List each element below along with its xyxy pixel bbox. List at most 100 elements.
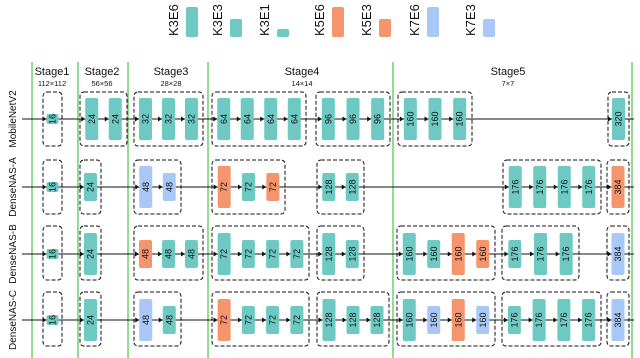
block-rect [162,306,176,334]
block-group: 16 [42,291,63,347]
arrow-head [399,116,404,122]
arrow-head [135,317,140,323]
mbconv-block-k3e6: 160 [449,98,467,140]
legend-item-k3e1: K3E1 [257,4,289,37]
block-channels: 72 [268,182,278,192]
block-rect [266,173,280,201]
block-rect [241,306,255,334]
block-rect [508,166,522,208]
block-rect [611,299,625,341]
legend-swatch [427,7,439,37]
legend-label: K7E6 [407,4,422,36]
legend-item-k3e3: K3E3 [210,4,242,37]
block-channels: 384 [613,312,623,327]
block-rect [322,299,336,341]
block-rect [582,299,596,341]
block-channels: 48 [141,315,151,325]
row-label: MobileNetV2 [8,90,19,148]
stage-headers: Stage1112×112Stage256×56Stage328×28Stage… [35,66,526,88]
group-dashed-box [79,225,102,281]
legend-item-k7e6: K7E6 [407,4,439,37]
arrow-head [158,251,162,257]
mbconv-block-k3e6: 160 [398,299,416,341]
block-channels: 176 [584,312,594,327]
group-dashed-box [606,225,630,281]
arrow-head [42,184,47,190]
arrow-head [80,184,84,190]
row-label: DenseNAS-A [8,157,19,217]
group-dashed-box [133,225,204,281]
arrow-head [260,116,265,122]
mbconv-block-k3e3: 128 [318,173,336,201]
block-channels: 320 [614,111,624,126]
stage-resolution: 56×56 [91,79,112,88]
arrow-head [553,184,558,190]
block-rect [427,240,441,268]
arrow-head [286,251,291,257]
block-channels: 128 [372,312,382,327]
arrow-head [318,184,323,190]
mbconv-block-k3e6: 176 [553,299,571,341]
mbconv-block-k7e6: 384 [607,233,625,275]
block-channels: 160 [455,111,465,126]
block-channels: 96 [348,114,358,124]
legend-label: K5E3 [359,4,374,36]
group-dashed-box [211,159,286,215]
block-channels: 48 [141,249,151,259]
mbconv-block-k3e6: 32 [135,98,152,140]
arrow-head [504,251,509,257]
block-channels: 176 [510,179,520,194]
legend-item-k7e3: K7E3 [463,4,495,37]
mbconv-block-k7e3: 160 [472,306,490,334]
block-channels: 24 [86,182,96,192]
arrow-head [578,184,583,190]
arrow-head [555,251,560,257]
legend-swatch [483,19,495,37]
block-channels: 32 [164,114,174,124]
block-group: 320 [607,91,630,147]
arrow-head [238,184,242,190]
block-rect [428,98,442,140]
block-channels: 160 [453,246,463,261]
legend-label: K7E3 [463,4,478,36]
mbconv-block-k3e1: 16 [42,315,59,325]
block-group: 128 128 128 [316,291,390,347]
block-rect [346,306,360,334]
mbconv-block-k3e3: 176 [504,240,522,268]
arrow-head [423,251,428,257]
arrow-head [158,116,162,122]
group-dashed-box [396,225,496,281]
legend-swatch [230,19,242,37]
arrow-head [607,251,612,257]
row-mobilenetv2: MobileNetV2 16 24 24 32 32 32 64 64 64 64 96 96 96 160… [8,90,634,148]
block-group: 176 176 176 176 [502,159,602,215]
block-group: 128 128 [316,159,365,215]
block-channels: 48 [141,182,151,192]
block-rect [240,98,254,140]
group-dashed-box [79,291,102,347]
block-rect [162,173,176,201]
mbconv-block-k3e3: 48 [181,240,198,268]
legend-swatch [379,19,391,37]
arrow-head [553,317,558,323]
block-rect [403,98,417,140]
arrow-head [213,184,218,190]
block-rect [46,249,59,259]
block-rect [290,240,304,268]
block-rect [217,299,231,341]
arrow-head [472,251,477,257]
block-group: 384 [606,159,630,215]
group-dashed-box [133,159,182,215]
arrow-head [158,184,163,190]
block-group: 96 96 96 [315,91,391,147]
block-rect [139,166,153,208]
mbconv-block-k3e6: 160 [398,233,416,275]
block-rect [139,240,152,268]
block-channels: 160 [404,246,414,261]
block-channels: 32 [187,114,197,124]
arrow-head [367,116,372,122]
block-channels: 176 [559,312,569,327]
block-channels: 16 [48,114,58,124]
mbconv-block-k3e3: 72 [262,240,280,268]
